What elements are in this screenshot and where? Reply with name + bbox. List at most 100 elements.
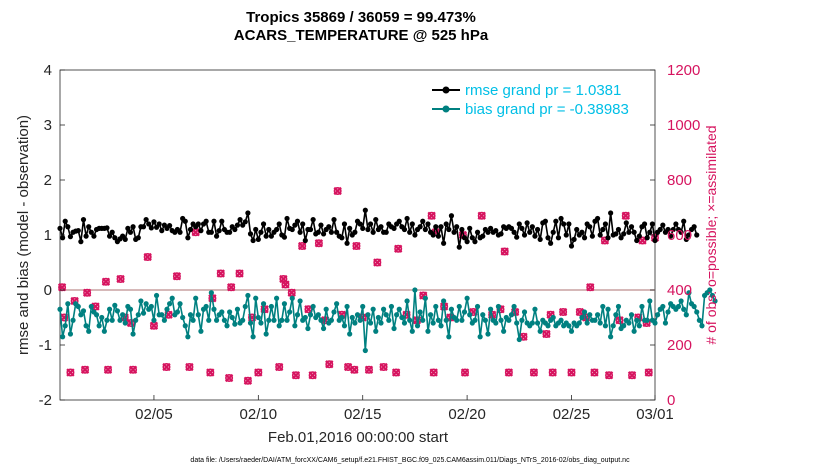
rmse-point xyxy=(216,228,222,234)
bias-point xyxy=(584,320,590,326)
rmse-point xyxy=(112,235,118,241)
bias-point xyxy=(446,334,452,340)
bias-point xyxy=(153,292,160,299)
bias-point xyxy=(441,298,447,304)
rmse-point xyxy=(623,220,629,226)
obs-possible-point xyxy=(314,239,323,248)
bias-point xyxy=(362,347,368,354)
obs-possible-point xyxy=(621,211,630,220)
rmse-point xyxy=(360,225,366,231)
chart-title: Tropics 35869 / 36059 = 99.473% xyxy=(246,9,476,26)
rmse-point xyxy=(263,233,269,239)
y-right-tick-label: 800 xyxy=(667,172,692,189)
rmse-point xyxy=(237,217,243,223)
obs-possible-point xyxy=(333,187,342,196)
legend: rmse grand pr = 1.0381 bias grand pr = -… xyxy=(425,78,651,122)
rmse-point xyxy=(446,226,452,233)
y-axis-label: rmse and bias (model - observation) xyxy=(15,115,32,355)
legend-box xyxy=(425,78,651,122)
rmse-point xyxy=(404,215,410,222)
bias-point xyxy=(143,301,149,307)
obs-assimilated-point xyxy=(128,365,138,374)
bias-point xyxy=(180,314,186,321)
obs-possible-point xyxy=(600,236,609,245)
obs-assimilated-point xyxy=(621,211,630,220)
rmse-point xyxy=(545,235,551,241)
bias-point xyxy=(292,323,298,329)
bias-point xyxy=(581,309,588,315)
bias-point xyxy=(516,336,522,343)
legend-bias-text: bias grand pr = -0.38983 xyxy=(465,101,629,118)
y-tick-label: 2 xyxy=(44,172,52,189)
chart-subtitle: ACARS_TEMPERATURE @ 525 hPa xyxy=(234,27,489,44)
y-tick-label: 3 xyxy=(44,117,52,134)
obs-assimilated-point xyxy=(82,288,92,297)
bias-point xyxy=(660,303,666,310)
obs-assimilated-point xyxy=(314,239,324,248)
bias-point xyxy=(566,323,572,329)
obs-assimilated-point xyxy=(627,371,637,380)
rmse-point xyxy=(151,219,157,225)
y-right-tick-label: 1000 xyxy=(667,117,700,134)
bias-point xyxy=(600,303,606,310)
rmse-point xyxy=(613,231,619,237)
bias-point xyxy=(255,314,261,321)
rmse-point xyxy=(628,224,635,230)
bias-point xyxy=(78,312,84,318)
obs-assimilated-point xyxy=(333,186,342,196)
bias-point xyxy=(391,325,397,332)
bias-point xyxy=(279,317,285,323)
bias-point xyxy=(83,323,89,329)
rmse-point xyxy=(294,218,301,224)
obs-possible-point xyxy=(590,368,599,377)
bias-point xyxy=(514,320,520,326)
bias-point xyxy=(386,317,392,323)
obs-possible-point xyxy=(644,368,653,377)
bias-point xyxy=(307,312,314,318)
bias-point xyxy=(495,303,502,310)
rmse-point xyxy=(665,226,671,233)
rmse-point xyxy=(425,221,431,227)
bias-point xyxy=(224,323,230,329)
rmse-point xyxy=(694,232,700,238)
rmse-point xyxy=(187,226,194,233)
rmse-point xyxy=(208,229,214,235)
bias-point xyxy=(101,328,107,334)
bias-point xyxy=(57,306,63,312)
rmse-point xyxy=(657,226,663,233)
rmse-point xyxy=(480,233,486,239)
obs-possible-point xyxy=(275,362,284,371)
bias-point xyxy=(636,323,642,329)
rmse-point xyxy=(195,221,201,227)
bias-point xyxy=(683,312,689,318)
rmse-point xyxy=(602,221,609,227)
rmse-point xyxy=(396,218,402,224)
obs-possible-point xyxy=(172,272,181,281)
obs-assimilated-point xyxy=(604,371,614,380)
rmse-point xyxy=(341,221,348,227)
rmse-point xyxy=(542,218,548,224)
rmse-point xyxy=(232,226,238,233)
bias-point xyxy=(133,317,139,323)
rmse-point xyxy=(315,229,321,235)
bias-point xyxy=(461,309,468,315)
rmse-point xyxy=(245,210,251,216)
rmse-point xyxy=(227,229,233,235)
rmse-point xyxy=(644,235,650,241)
rmse-point xyxy=(65,224,71,230)
plot-area xyxy=(59,69,656,401)
obs-possible-point xyxy=(162,362,171,371)
bias-point xyxy=(691,303,697,310)
rmse-point xyxy=(146,221,152,227)
y-right-tick-label: 400 xyxy=(667,282,692,299)
bias-point xyxy=(665,309,671,315)
obs-assimilated-point xyxy=(644,368,653,377)
bias-point xyxy=(112,302,118,308)
bias-point xyxy=(198,328,204,334)
rmse-point xyxy=(62,218,68,224)
obs-assimilated-point xyxy=(391,368,401,377)
rmse-point xyxy=(407,229,413,235)
bias-point xyxy=(328,317,335,323)
rmse-point xyxy=(255,236,261,242)
bias-point xyxy=(610,323,616,329)
